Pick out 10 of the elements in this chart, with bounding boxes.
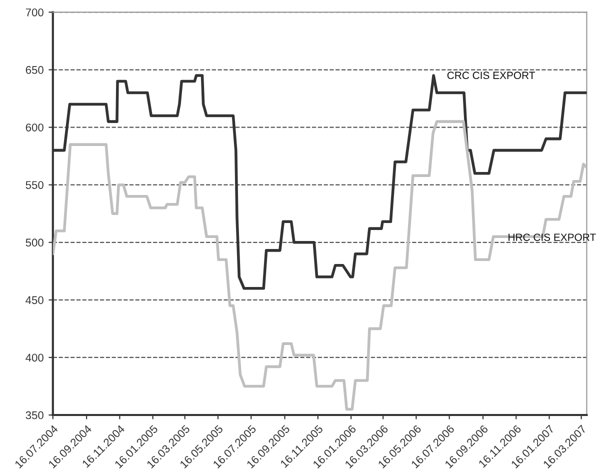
y-tick-label: 500 bbox=[26, 238, 44, 247]
y-tick-label: 650 bbox=[26, 66, 44, 74]
y-tick-label: 550 bbox=[26, 181, 44, 189]
y-tick-label: 600 bbox=[26, 124, 44, 132]
y-tick-label: 400 bbox=[26, 354, 44, 362]
annotation: HRC CIS EXPORT bbox=[508, 234, 596, 241]
annotation: CRC CIS EXPORT bbox=[447, 72, 535, 80]
y-tick-label: 700 bbox=[26, 8, 44, 16]
y-tick-label: 350 bbox=[26, 411, 44, 420]
y-tick-label: 450 bbox=[26, 296, 44, 304]
